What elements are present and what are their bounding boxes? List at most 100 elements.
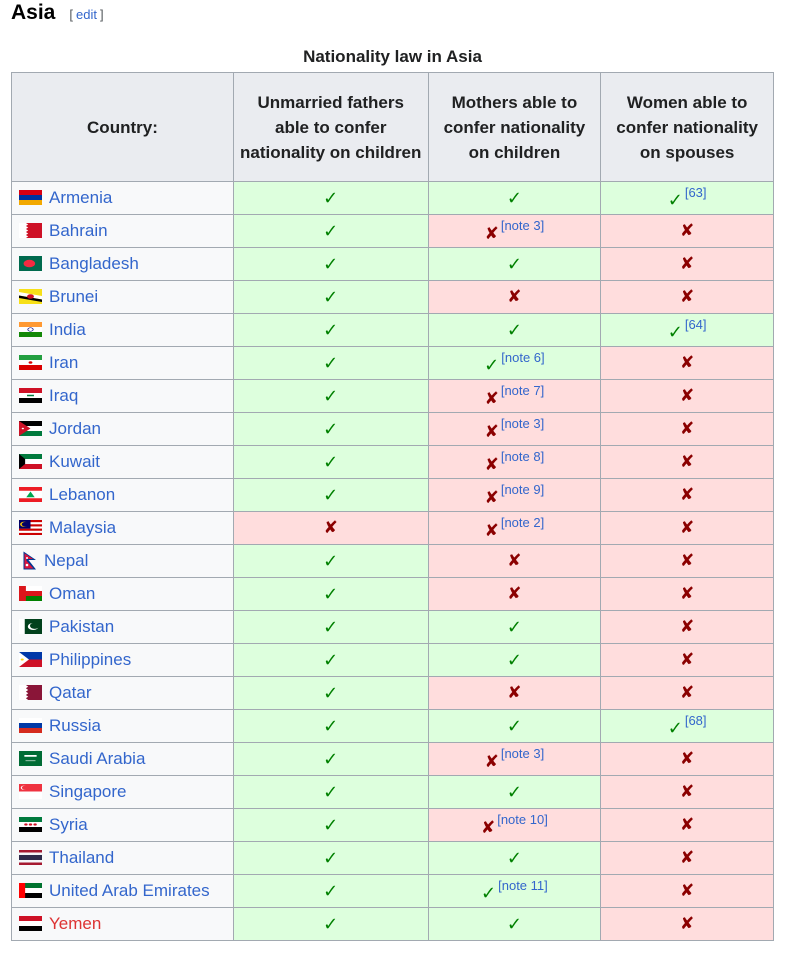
spouses-cell: ✘ — [600, 841, 774, 875]
mothers-cell: ✓ — [427, 709, 602, 743]
country-link-bangladesh[interactable]: Bangladesh — [49, 254, 139, 273]
country-link-nepal[interactable]: Nepal — [44, 551, 89, 570]
reference-link[interactable]: [note 8] — [500, 449, 545, 464]
fathers-cell: ✓ — [232, 841, 429, 875]
reference-link[interactable]: [note 9] — [500, 482, 545, 497]
country-link-iran[interactable]: Iran — [49, 353, 79, 372]
reference-link[interactable]: [64] — [684, 317, 707, 332]
spouses-cell: ✘ — [600, 775, 774, 809]
country-link-armenia[interactable]: Armenia — [49, 188, 113, 207]
spouses-cell: ✘ — [600, 412, 774, 446]
country-cell: Brunei — [11, 280, 234, 314]
country-link-russia[interactable]: Russia — [49, 716, 101, 735]
flag-lebanon-icon — [19, 487, 42, 502]
reference-link[interactable]: [68] — [684, 713, 707, 728]
country-cell: Philippines — [11, 643, 234, 677]
country-link-yemen[interactable]: Yemen — [49, 914, 102, 933]
flag-oman-icon — [19, 586, 42, 601]
cross-mark-icon: ✘ — [484, 752, 499, 771]
cross-mark-icon: ✘ — [507, 287, 522, 306]
check-mark-icon: ✓ — [323, 451, 339, 472]
check-mark-icon: ✓ — [506, 319, 522, 340]
country-link-jordan[interactable]: Jordan — [49, 419, 101, 438]
spouses-cell: ✘ — [600, 478, 774, 512]
section-title: Asia — [11, 1, 56, 24]
country-link-united-arab-emirates[interactable]: United Arab Emirates — [49, 881, 210, 900]
country-link-thailand[interactable]: Thailand — [49, 848, 115, 867]
fathers-cell: ✓ — [232, 445, 429, 479]
country-cell: Pakistan — [11, 610, 234, 644]
spouses-cell: ✘ — [600, 346, 774, 380]
country-cell: Lebanon — [11, 478, 234, 512]
cross-mark-icon: ✘ — [680, 386, 695, 405]
reference-link[interactable]: [note 6] — [501, 350, 545, 365]
spouses-cell: ✘ — [600, 445, 774, 479]
country-cell: Iraq — [11, 379, 234, 413]
cross-mark-icon: ✘ — [680, 221, 695, 240]
table-row: Jordan ✓ ✘ [note 3] ✘ — [11, 412, 774, 446]
mothers-cell: ✓ [note 6] — [427, 346, 602, 380]
country-link-qatar[interactable]: Qatar — [49, 683, 92, 702]
mothers-cell: ✘ — [427, 676, 602, 710]
flag-bahrain-icon — [19, 223, 42, 238]
edit-link[interactable]: edit — [75, 7, 97, 22]
table-row: Lebanon ✓ ✘ [note 9] ✘ — [11, 478, 774, 512]
mothers-cell: ✓ — [427, 841, 602, 875]
country-link-iraq[interactable]: Iraq — [49, 386, 79, 405]
reference-link[interactable]: [note 2] — [500, 515, 545, 530]
country-link-bahrain[interactable]: Bahrain — [49, 221, 108, 240]
spouses-cell: ✘ — [600, 280, 774, 314]
reference-link[interactable]: [note 7] — [500, 383, 545, 398]
cross-mark-icon: ✘ — [484, 389, 499, 408]
reference-link[interactable]: [note 10] — [497, 812, 548, 827]
check-mark-icon: ✓ — [506, 187, 522, 208]
check-mark-icon: ✓ — [323, 187, 339, 208]
check-mark-icon: ✓ — [323, 649, 339, 670]
reference-link[interactable]: [63] — [684, 185, 707, 200]
cross-mark-icon: ✘ — [323, 518, 338, 537]
check-mark-icon: ✓ — [323, 319, 339, 340]
mothers-cell: ✘ [note 7] — [427, 379, 602, 413]
spouses-cell: ✘ — [600, 874, 774, 908]
country-link-brunei[interactable]: Brunei — [49, 287, 99, 306]
check-mark-icon: ✓ — [323, 550, 339, 571]
header-women-spouses[interactable]: Women able to confer nationality on spou… — [600, 72, 774, 182]
country-link-lebanon[interactable]: Lebanon — [49, 485, 116, 504]
header-mothers[interactable]: Mothers able to confer nationality on ch… — [427, 72, 602, 182]
country-link-kuwait[interactable]: Kuwait — [49, 452, 101, 471]
flag-qatar-icon — [19, 685, 42, 700]
table-row: Nepal ✓ ✘ ✘ — [11, 544, 774, 578]
spouses-cell: ✘ — [600, 676, 774, 710]
cross-mark-icon: ✘ — [680, 617, 695, 636]
country-link-syria[interactable]: Syria — [49, 815, 88, 834]
check-mark-icon: ✓ — [484, 355, 500, 375]
country-link-oman[interactable]: Oman — [49, 584, 96, 603]
reference-link[interactable]: [note 3] — [500, 218, 545, 233]
table-caption: Nationality law in Asia — [303, 47, 482, 66]
check-mark-icon: ✓ — [667, 718, 683, 738]
header-country[interactable]: Country: — [11, 72, 234, 182]
country-link-india[interactable]: India — [49, 320, 86, 339]
check-mark-icon: ✓ — [323, 286, 339, 307]
country-link-pakistan[interactable]: Pakistan — [49, 617, 115, 636]
cross-mark-icon: ✘ — [680, 551, 695, 570]
reference-link[interactable]: [note 3] — [500, 746, 545, 761]
country-cell: Qatar — [11, 676, 234, 710]
table-row: Bangladesh ✓ ✓ ✘ — [11, 247, 774, 281]
fathers-cell: ✓ — [232, 643, 429, 677]
fathers-cell: ✓ — [232, 214, 429, 248]
flag-yemen-icon — [19, 916, 42, 931]
check-mark-icon: ✓ — [481, 883, 497, 903]
reference-link[interactable]: [note 3] — [500, 416, 545, 431]
country-link-singapore[interactable]: Singapore — [49, 782, 127, 801]
country-cell: Saudi Arabia — [11, 742, 234, 776]
reference-link[interactable]: [note 11] — [498, 878, 548, 893]
flag-iran-icon — [19, 355, 42, 370]
edit-bracket-open: [ — [69, 7, 73, 22]
header-unmarried-fathers[interactable]: Unmarried fathers able to confer nationa… — [232, 72, 429, 182]
cross-mark-icon: ✘ — [680, 815, 695, 834]
check-mark-icon: ✓ — [323, 781, 339, 802]
country-link-saudi-arabia[interactable]: Saudi Arabia — [49, 749, 146, 768]
country-link-philippines[interactable]: Philippines — [49, 650, 132, 669]
country-link-malaysia[interactable]: Malaysia — [49, 518, 117, 537]
